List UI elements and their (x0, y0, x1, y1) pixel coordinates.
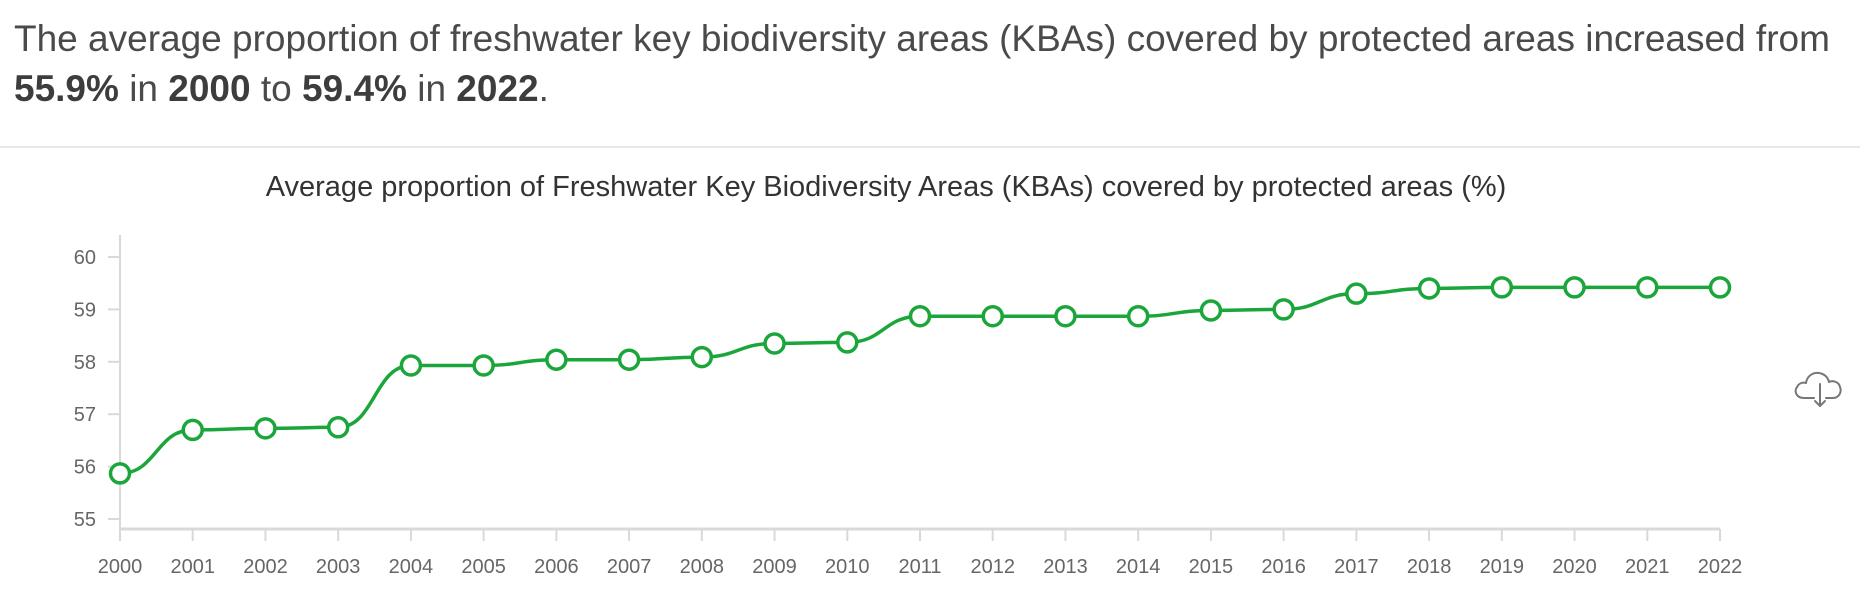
data-point[interactable] (254, 417, 277, 440)
data-point[interactable] (545, 348, 568, 371)
x-tick-label: 2001 (170, 556, 215, 578)
data-point[interactable] (1636, 276, 1659, 299)
x-tick-label: 2009 (752, 556, 797, 578)
download-button[interactable] (1790, 360, 1850, 410)
data-point[interactable] (1126, 304, 1150, 328)
data-point[interactable] (617, 348, 641, 371)
data-point[interactable] (1272, 298, 1295, 321)
headline-text: . (538, 68, 549, 109)
y-axis: 55 56 57 58 59 60 (74, 235, 121, 531)
x-tick-label: 2022 (1698, 556, 1743, 578)
data-point[interactable] (108, 462, 132, 485)
x-tick-label: 2021 (1625, 556, 1670, 578)
x-tick-label: 2017 (1334, 556, 1379, 578)
x-tick-label: 2019 (1480, 556, 1525, 578)
x-tick-label: 2013 (1043, 556, 1088, 578)
data-point[interactable] (690, 345, 714, 369)
series-line (118, 285, 1722, 476)
headline-text: in (406, 68, 457, 109)
y-tick-label: 59 (74, 299, 96, 321)
headline: The average proportion of freshwater key… (14, 14, 1854, 114)
x-tick-label: 2016 (1261, 556, 1306, 578)
x-tick-label: 2005 (461, 556, 506, 578)
data-point[interactable] (399, 354, 423, 377)
series-line-group (118, 285, 1722, 476)
x-tick-label: 2003 (316, 556, 361, 578)
x-tick-label: 2020 (1552, 556, 1597, 578)
headline-start-year: 2000 (168, 68, 251, 109)
section-divider (0, 146, 1860, 148)
data-point[interactable] (1490, 276, 1514, 299)
headline-text: in (118, 68, 169, 109)
data-point[interactable] (908, 304, 932, 328)
line-chart: Average proportion of Freshwater Key Bio… (74, 171, 1743, 578)
x-tick-label: 2014 (1116, 556, 1161, 578)
cloud-download-icon (1794, 371, 1842, 407)
chart-title: Average proportion of Freshwater Key Bio… (266, 171, 1507, 203)
x-tick-label: 2007 (607, 556, 652, 578)
data-point[interactable] (472, 354, 495, 377)
headline-end-year: 2022 (456, 68, 539, 109)
data-point[interactable] (1708, 276, 1732, 299)
data-point[interactable] (836, 331, 859, 354)
data-point[interactable] (326, 416, 350, 439)
data-point[interactable] (1563, 276, 1586, 299)
x-axis: 2000 2001 2002 2003 2004 2005 2006 2007 2008 2009… (98, 527, 1743, 578)
data-point[interactable] (981, 304, 1004, 328)
headline-end-value: 59.4% (302, 68, 407, 109)
y-tick-label: 55 (74, 509, 96, 531)
y-tick-label: 58 (74, 352, 96, 374)
x-tick-label: 2002 (243, 556, 288, 578)
chart-container: Average proportion of Freshwater Key Bio… (0, 150, 1860, 594)
data-point[interactable] (1199, 299, 1223, 322)
x-tick-label: 2012 (970, 556, 1015, 578)
x-tick-label: 2010 (825, 556, 870, 578)
data-point[interactable] (1417, 277, 1441, 300)
x-tick-label: 2018 (1407, 556, 1452, 578)
x-tick-label: 2000 (98, 556, 143, 578)
x-tick-label: 2004 (389, 556, 434, 578)
x-tick-label: 2006 (534, 556, 579, 578)
data-points (108, 276, 1732, 485)
data-point[interactable] (763, 332, 786, 355)
data-point[interactable] (181, 418, 204, 442)
y-tick-label: 60 (74, 247, 96, 269)
x-tick-label: 2008 (680, 556, 725, 578)
x-tick-label: 2015 (1189, 556, 1234, 578)
data-point[interactable] (1345, 282, 1368, 305)
y-tick-label: 56 (74, 457, 96, 479)
headline-start-value: 55.9% (14, 68, 119, 109)
headline-text: to (250, 68, 303, 109)
data-point[interactable] (1054, 304, 1077, 328)
x-tick-label: 2011 (898, 556, 941, 578)
y-tick-label: 57 (74, 404, 96, 426)
headline-text: The average proportion of freshwater key… (14, 18, 1830, 59)
